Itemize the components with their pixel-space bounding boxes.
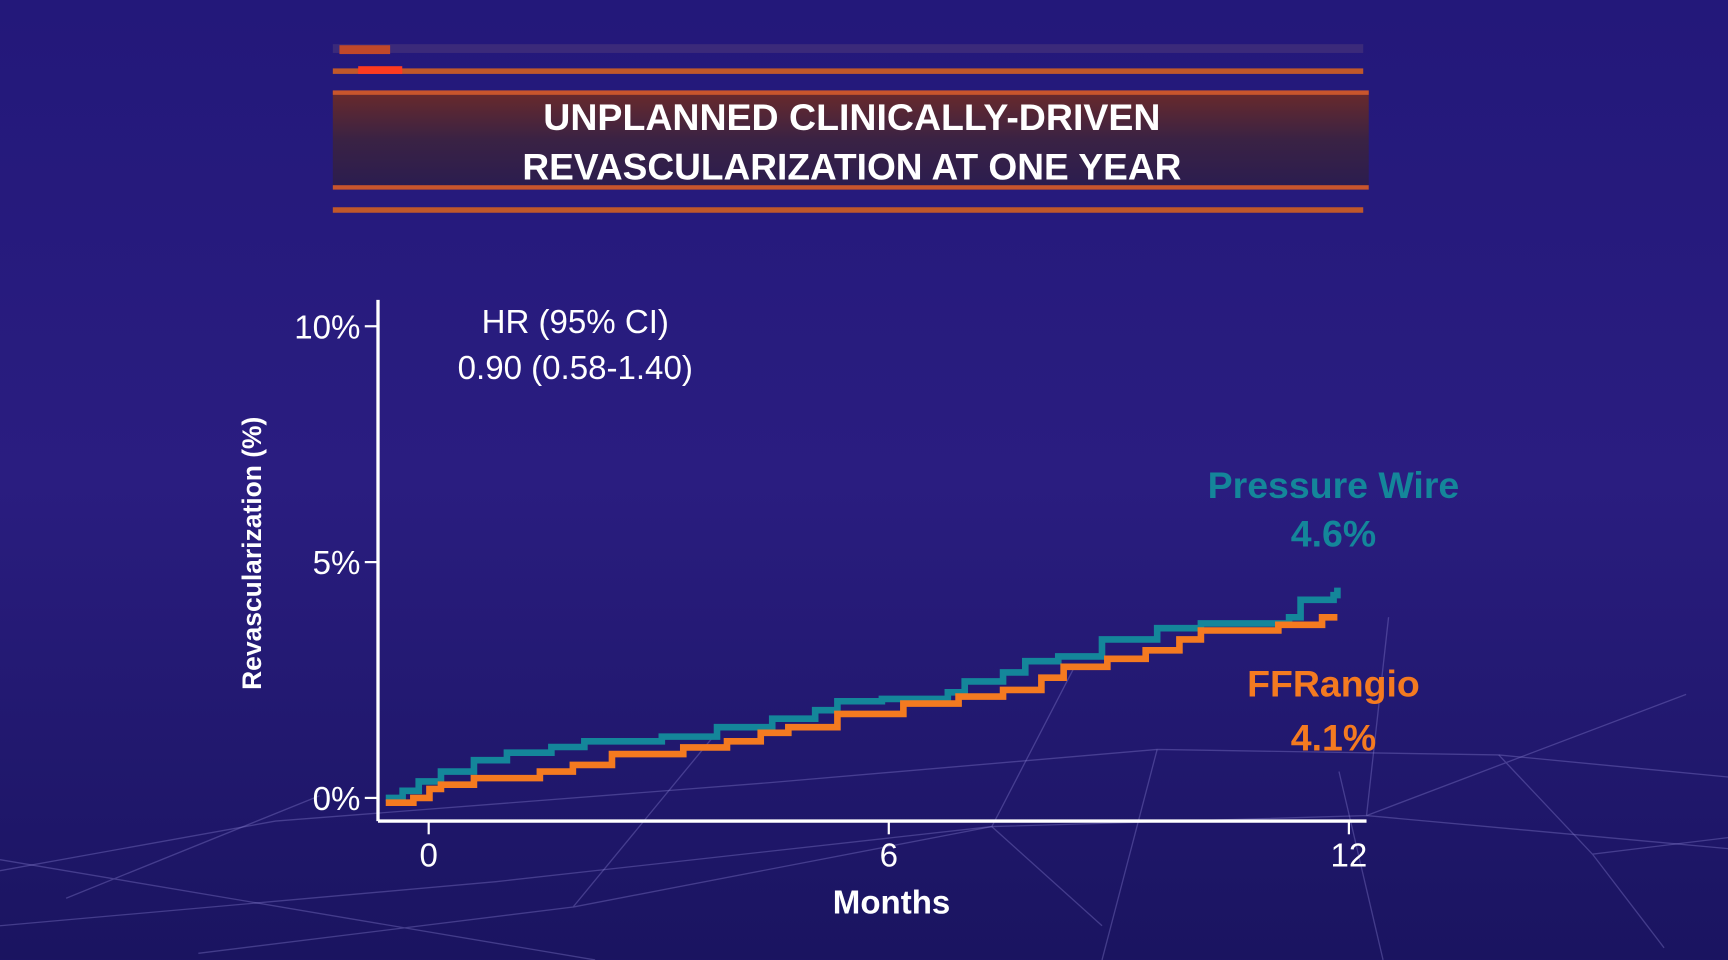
legend-pressure-wire-name: Pressure Wire [1208, 464, 1460, 506]
grid-floor-decoration [0, 617, 1728, 960]
legend-pressure-wire-value: 4.6% [1291, 513, 1376, 555]
chart: 0% 5% 10% 0 6 12 Revascularization (%) Month… [237, 299, 1460, 922]
series-line-pressure-wire [385, 587, 1341, 802]
y-tick-label: 5% [313, 545, 361, 582]
x-axis-label: Months [833, 885, 950, 922]
hr-annotation-line2: 0.90 (0.58-1.40) [458, 350, 693, 387]
x-tick-label: 0 [419, 837, 437, 874]
y-axis-label: Revascularization (%) [237, 417, 267, 690]
x-tick-label: 6 [880, 837, 898, 874]
banner-title-line2: REVASCULARIZATION AT ONE YEAR [522, 146, 1181, 188]
y-tick-label: 10% [294, 309, 360, 346]
x-tick-label: 12 [1331, 837, 1368, 874]
y-tick-label: 0% [313, 781, 361, 818]
legend-ffrangio-name: FFRangio [1247, 663, 1420, 705]
series-line-ffrangio [385, 613, 1338, 806]
legend-ffrangio-value: 4.1% [1291, 717, 1376, 759]
title-banner: UNPLANNED CLINICALLY-DRIVEN REVASCULARIZ… [332, 44, 1369, 213]
banner-title-line1: UNPLANNED CLINICALLY-DRIVEN [543, 96, 1160, 138]
hr-annotation-line1: HR (95% CI) [482, 304, 669, 341]
